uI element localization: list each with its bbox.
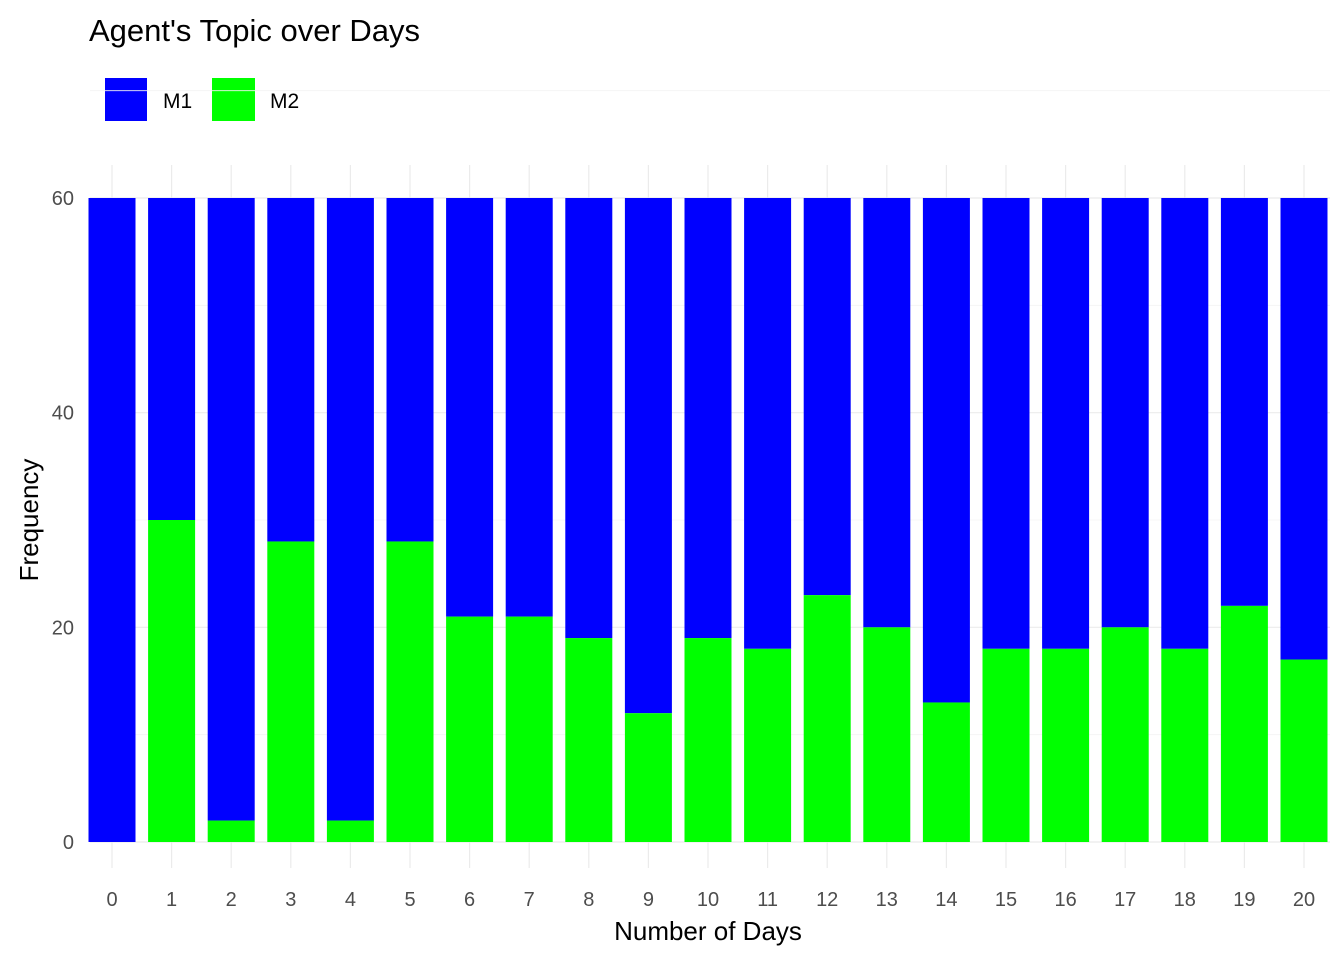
bar-m1-day-16 (1042, 198, 1090, 649)
chart-title: Agent's Topic over Days (89, 13, 420, 48)
x-tick-label: 1 (166, 889, 177, 911)
y-tick-label: 0 (63, 832, 74, 854)
y-axis-title: Frequency (14, 459, 44, 582)
bar-m2-day-1 (148, 520, 196, 842)
bar-m2-day-14 (922, 702, 970, 842)
bar-m2-day-2 (207, 820, 255, 842)
bar-m2-day-15 (982, 648, 1030, 842)
legend-label-m1: M1 (163, 90, 192, 113)
legend-key-m1 (105, 78, 147, 121)
bar-m2-day-4 (326, 820, 374, 842)
bar-m1-day-5 (386, 198, 434, 542)
y-tick-label: 20 (52, 617, 74, 639)
bar-m2-day-7 (505, 616, 553, 842)
bar-m1-day-19 (1220, 198, 1268, 606)
legend-label-m2: M2 (270, 90, 299, 113)
x-axis-ticks: 0 1 2 3 4 5 6 7 8 9 10 11 12 13 14 15 16 17 18 19 20 (106, 889, 1315, 911)
x-tick-label: 9 (643, 889, 654, 911)
x-tick-label: 16 (1054, 889, 1076, 911)
x-tick-label: 7 (524, 889, 535, 911)
x-tick-label: 8 (583, 889, 594, 911)
x-tick-label: 13 (876, 889, 898, 911)
bar-m1-day-13 (863, 198, 911, 628)
bar-m2-day-19 (1220, 605, 1268, 842)
x-tick-label: 2 (226, 889, 237, 911)
bar-m1-day-15 (982, 198, 1030, 649)
x-tick-label: 17 (1114, 889, 1136, 911)
bar-m2-day-12 (803, 595, 851, 842)
x-tick-label: 4 (345, 889, 356, 911)
bar-m1-day-0 (88, 198, 136, 842)
bar-m1-day-10 (684, 198, 732, 639)
bar-m2-day-9 (624, 713, 672, 842)
bar-m2-day-17 (1101, 627, 1149, 842)
x-tick-label: 19 (1233, 889, 1255, 911)
bar-m1-day-11 (744, 198, 792, 649)
x-tick-label: 10 (697, 889, 719, 911)
bar-m2-day-10 (684, 638, 732, 842)
bar-m1-day-6 (446, 198, 494, 617)
bar-m1-day-2 (207, 198, 255, 821)
bar-m1-day-14 (922, 198, 970, 703)
bar-m2-day-11 (744, 648, 792, 842)
legend: M1 M2 (105, 78, 299, 121)
x-tick-label: 15 (995, 889, 1017, 911)
bar-m1-day-20 (1280, 198, 1328, 660)
bar-m2-day-16 (1042, 648, 1090, 842)
bar-m2-day-5 (386, 541, 434, 842)
bar-m1-day-18 (1161, 198, 1209, 649)
x-tick-label: 20 (1293, 889, 1315, 911)
bar-m1-day-12 (803, 198, 851, 596)
bar-m1-day-4 (326, 198, 374, 821)
x-tick-label: 6 (464, 889, 475, 911)
bar-m2-day-20 (1280, 659, 1328, 842)
x-tick-label: 3 (285, 889, 296, 911)
y-tick-label: 40 (52, 403, 74, 425)
x-tick-label: 0 (106, 889, 117, 911)
bar-m2-day-6 (446, 616, 494, 842)
bars (88, 198, 1328, 842)
bar-m1-day-9 (624, 198, 672, 714)
bar-m1-day-8 (565, 198, 613, 639)
bar-m1-day-3 (267, 198, 315, 542)
x-tick-label: 12 (816, 889, 838, 911)
y-axis-ticks: 0 20 40 60 (52, 188, 74, 854)
bar-m1-day-1 (148, 198, 196, 520)
bar-m1-day-17 (1101, 198, 1149, 628)
x-tick-label: 14 (935, 889, 957, 911)
legend-key-m2 (212, 78, 255, 121)
bar-m2-day-18 (1161, 648, 1209, 842)
bar-m2-day-13 (863, 627, 911, 842)
x-tick-label: 5 (404, 889, 415, 911)
x-axis-title: Number of Days (614, 916, 802, 946)
bar-m2-day-8 (565, 638, 613, 842)
x-tick-label: 18 (1174, 889, 1196, 911)
y-tick-label: 60 (52, 188, 74, 210)
bar-m1-day-7 (505, 198, 553, 617)
x-tick-label: 11 (757, 889, 778, 911)
bar-m2-day-3 (267, 541, 315, 842)
